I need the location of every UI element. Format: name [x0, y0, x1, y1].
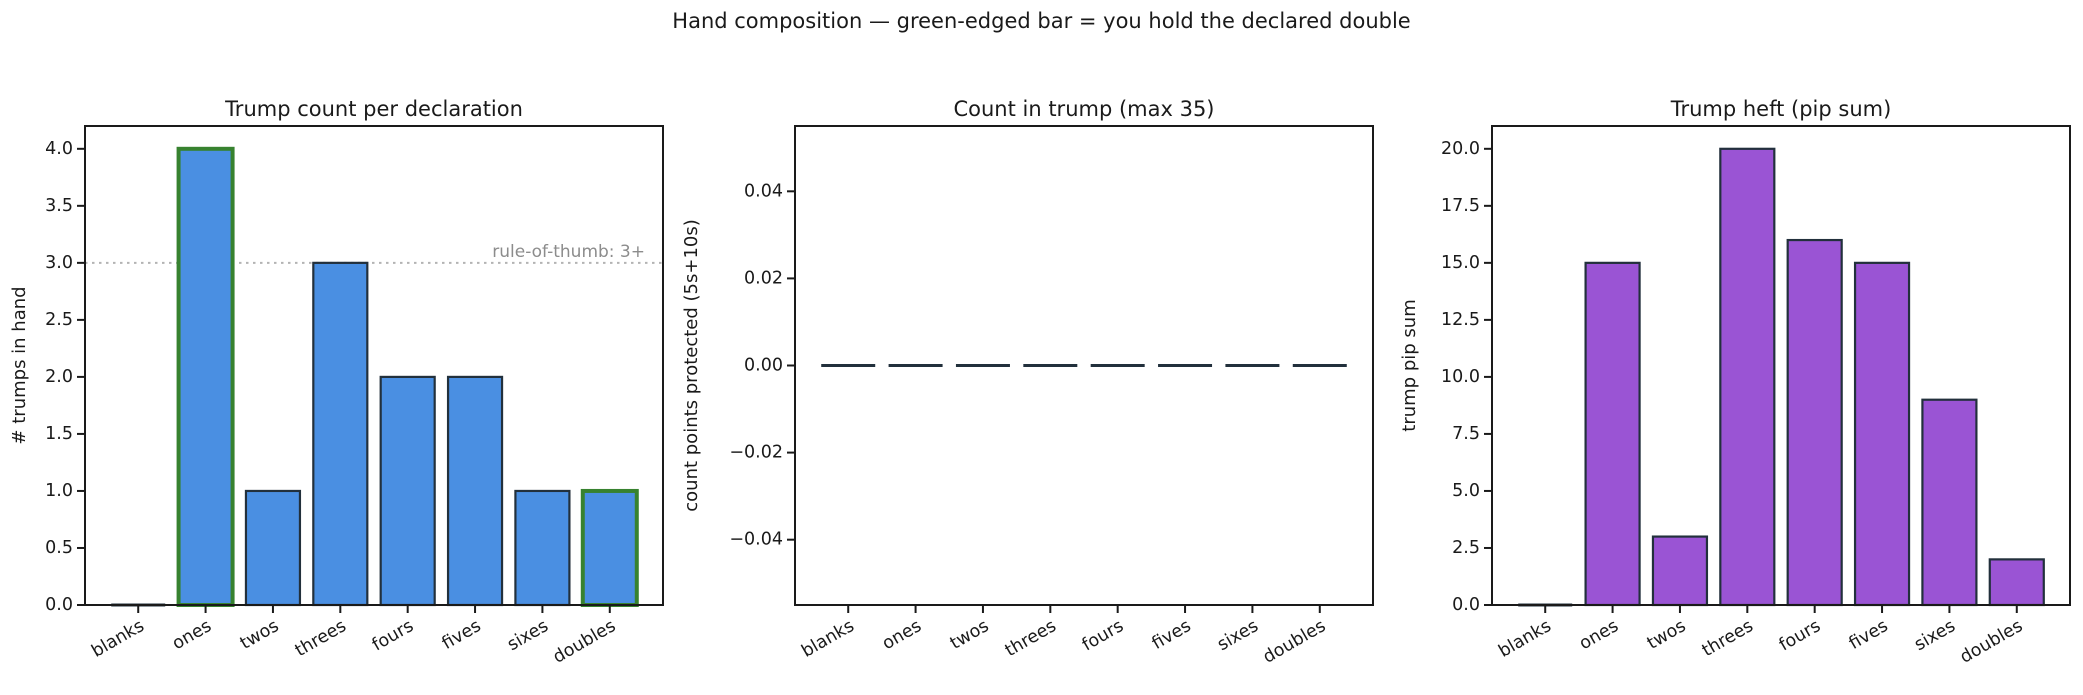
bar-fives: [1853, 261, 1911, 607]
x-tick-label: threes: [1002, 616, 1060, 661]
bar-twos: [1651, 535, 1709, 607]
bar-ones: [1584, 261, 1641, 607]
bar-sixes: [1921, 398, 1978, 607]
y-tick-label: 3.5: [45, 196, 73, 216]
bar-fours: [1786, 238, 1843, 607]
x-tick-label: threes: [1699, 616, 1757, 661]
y-tick-label: 0.02: [744, 268, 783, 288]
y-tick-label: 20.0: [1441, 139, 1480, 159]
axes-spines: [794, 125, 1374, 606]
y-tick-label: 1.0: [45, 481, 73, 501]
y-tick-label: 1.5: [45, 424, 73, 444]
x-tick-label: ones: [879, 616, 925, 654]
y-tick-label: 7.5: [1452, 424, 1480, 444]
x-tick-label: doubles: [1957, 616, 2027, 668]
x-tick-label: ones: [1576, 616, 1622, 654]
x-tick-label: twos: [237, 616, 283, 654]
y-tick-label: 4.0: [45, 139, 73, 159]
y-tick-label: 2.0: [45, 367, 73, 387]
plot-title: Trump count per declaration: [224, 97, 523, 121]
y-tick-label: 0.04: [744, 181, 783, 201]
y-tick-label: 17.5: [1441, 196, 1480, 216]
y-axis-label: count points protected (5s+10s): [681, 219, 702, 512]
bar-threes: [1719, 147, 1776, 607]
plot-title: Count in trump (max 35): [953, 97, 1214, 121]
y-tick-label: 5.0: [1452, 481, 1480, 501]
y-tick-label: 12.5: [1441, 310, 1480, 330]
bar-fours: [379, 375, 436, 607]
y-tick-label: 0.0: [1452, 595, 1480, 615]
bar-sixes: [514, 489, 571, 607]
bar-fives: [446, 375, 504, 607]
y-tick-label: 15.0: [1441, 253, 1480, 273]
x-tick-label: sixes: [504, 616, 552, 655]
x-tick-label: fours: [369, 616, 417, 655]
x-tick-label: doubles: [550, 616, 620, 668]
bar-twos: [244, 489, 302, 607]
x-tick-label: twos: [947, 616, 993, 654]
figure-suptitle: Hand composition — green-edged bar = you…: [672, 9, 1411, 33]
x-tick-label: ones: [169, 616, 215, 654]
bar-doubles: [580, 488, 639, 608]
y-axis-label: trump pip sum: [1399, 299, 1420, 431]
x-tick-label: blanks: [1495, 616, 1554, 662]
x-tick-label: blanks: [88, 616, 147, 662]
y-tick-label: 0.00: [744, 356, 783, 376]
y-axis-label: # trumps in hand: [9, 286, 30, 444]
y-tick-label: 0.0: [45, 595, 73, 615]
x-tick-label: sixes: [1911, 616, 1959, 655]
chart-trump-heft-pip-sum: Trump heft (pip sum) trump pip sum 0.0 2.5 5…: [1399, 97, 2071, 668]
chart-count-in-trump: Count in trump (max 35) count points prot…: [681, 97, 1374, 668]
y-tick-label: 3.0: [45, 253, 73, 273]
axes-spines: [1491, 125, 2071, 606]
x-tick-label: fours: [1776, 616, 1824, 655]
x-tick-label: fours: [1079, 616, 1127, 655]
bar-ones: [176, 146, 235, 608]
x-tick-label: blanks: [798, 616, 857, 662]
chart-trump-count-per-declaration: Trump count per declaration # trumps in h…: [9, 97, 664, 668]
x-tick-label: sixes: [1214, 616, 1262, 655]
y-tick-label: 2.5: [1452, 538, 1480, 558]
axes-spines: [84, 125, 664, 606]
x-tick-label: twos: [1644, 616, 1690, 654]
x-tick-label: fives: [1149, 616, 1195, 654]
x-tick-label: fives: [439, 616, 485, 654]
y-tick-label: −0.02: [729, 443, 783, 463]
bar-doubles: [1988, 558, 2045, 607]
bar-threes: [312, 261, 369, 607]
y-tick-label: 2.5: [45, 310, 73, 330]
x-tick-label: fives: [1846, 616, 1892, 654]
y-tick-label: −0.04: [729, 530, 783, 550]
x-tick-label: threes: [292, 616, 350, 661]
y-tick-label: 0.5: [45, 538, 73, 558]
y-tick-label: 10.0: [1441, 367, 1480, 387]
x-tick-label: doubles: [1260, 616, 1330, 668]
rule-of-thumb-label: rule-of-thumb: 3+: [492, 242, 645, 262]
plot-title: Trump heft (pip sum): [1670, 97, 1892, 121]
